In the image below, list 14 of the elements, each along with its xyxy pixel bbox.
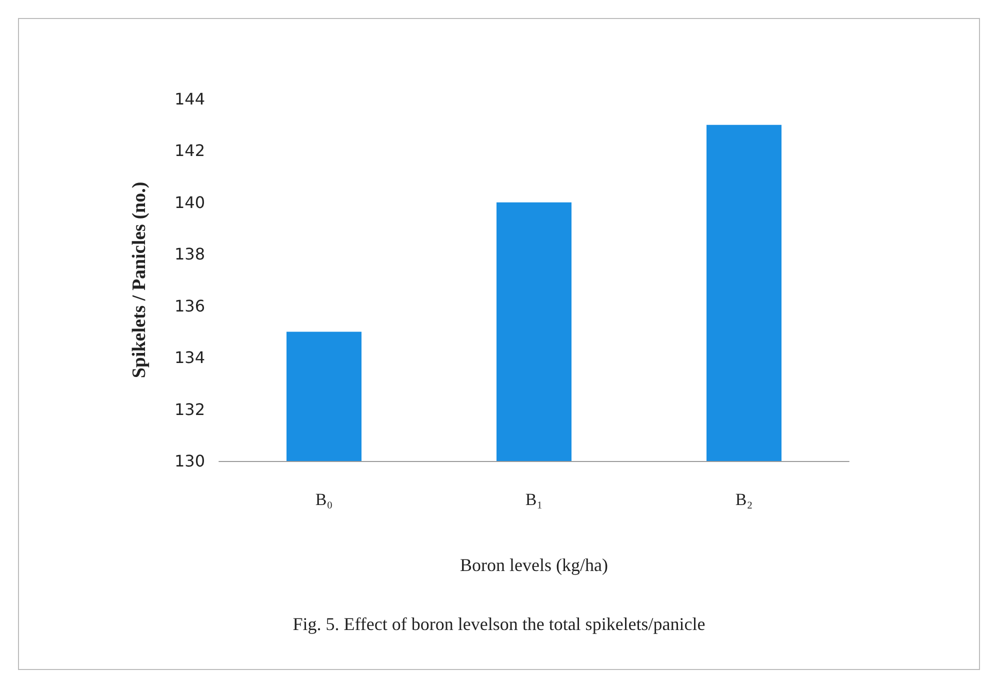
x-axis-title: Boron levels (kg/ha) [460,555,608,575]
y-tick-label: 136 [174,296,205,316]
y-tick-label: 132 [174,400,205,419]
x-tick-label: B₁ [525,490,543,509]
y-tick-label: 130 [174,452,205,470]
y-tick-label: 142 [174,141,205,160]
y-tick-label: 138 [174,244,205,264]
y-tick-label: 144 [174,90,205,108]
caption: Fig. 5. Effect of boron levelson the total spikelets/panicle [292,614,706,635]
x-tick-label: B₂ [735,490,753,509]
x-tick-label: B₀ [315,490,333,509]
y-tick-label: 140 [174,192,205,212]
y-tick-label: 134 [174,348,205,368]
y-axis-title: Spikelets / Panicles (no.) [129,182,150,378]
